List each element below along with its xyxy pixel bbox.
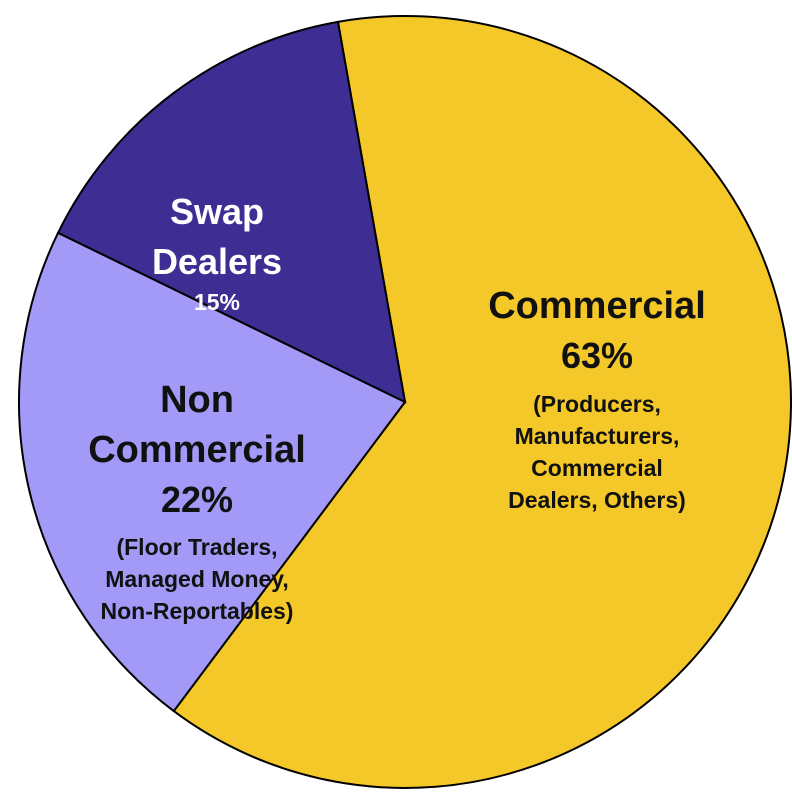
label-commercial-detail-3: Commercial: [531, 455, 663, 481]
label-noncommercial-detail-1: (Floor Traders,: [116, 534, 277, 560]
label-commercial-name: Commercial: [488, 285, 706, 327]
label-noncommercial-detail-3: Non-Reportables): [101, 598, 294, 624]
label-commercial-detail-1: (Producers,: [533, 391, 661, 417]
label-commercial-detail-4: Dealers, Others): [508, 487, 686, 513]
label-swap-percent: 15%: [194, 289, 240, 315]
label-commercial-detail-2: Manufacturers,: [515, 423, 680, 449]
label-noncommercial-name-2: Commercial: [88, 429, 306, 471]
label-noncommercial-detail-2: Managed Money,: [105, 566, 289, 592]
label-noncommercial-name-1: Non: [160, 379, 234, 421]
label-commercial-percent: 63%: [561, 335, 633, 376]
pie-slices: [19, 16, 791, 788]
label-swap-name-2: Dealers: [152, 241, 282, 282]
label-noncommercial-percent: 22%: [161, 479, 233, 520]
label-swap-name-1: Swap: [170, 191, 264, 232]
